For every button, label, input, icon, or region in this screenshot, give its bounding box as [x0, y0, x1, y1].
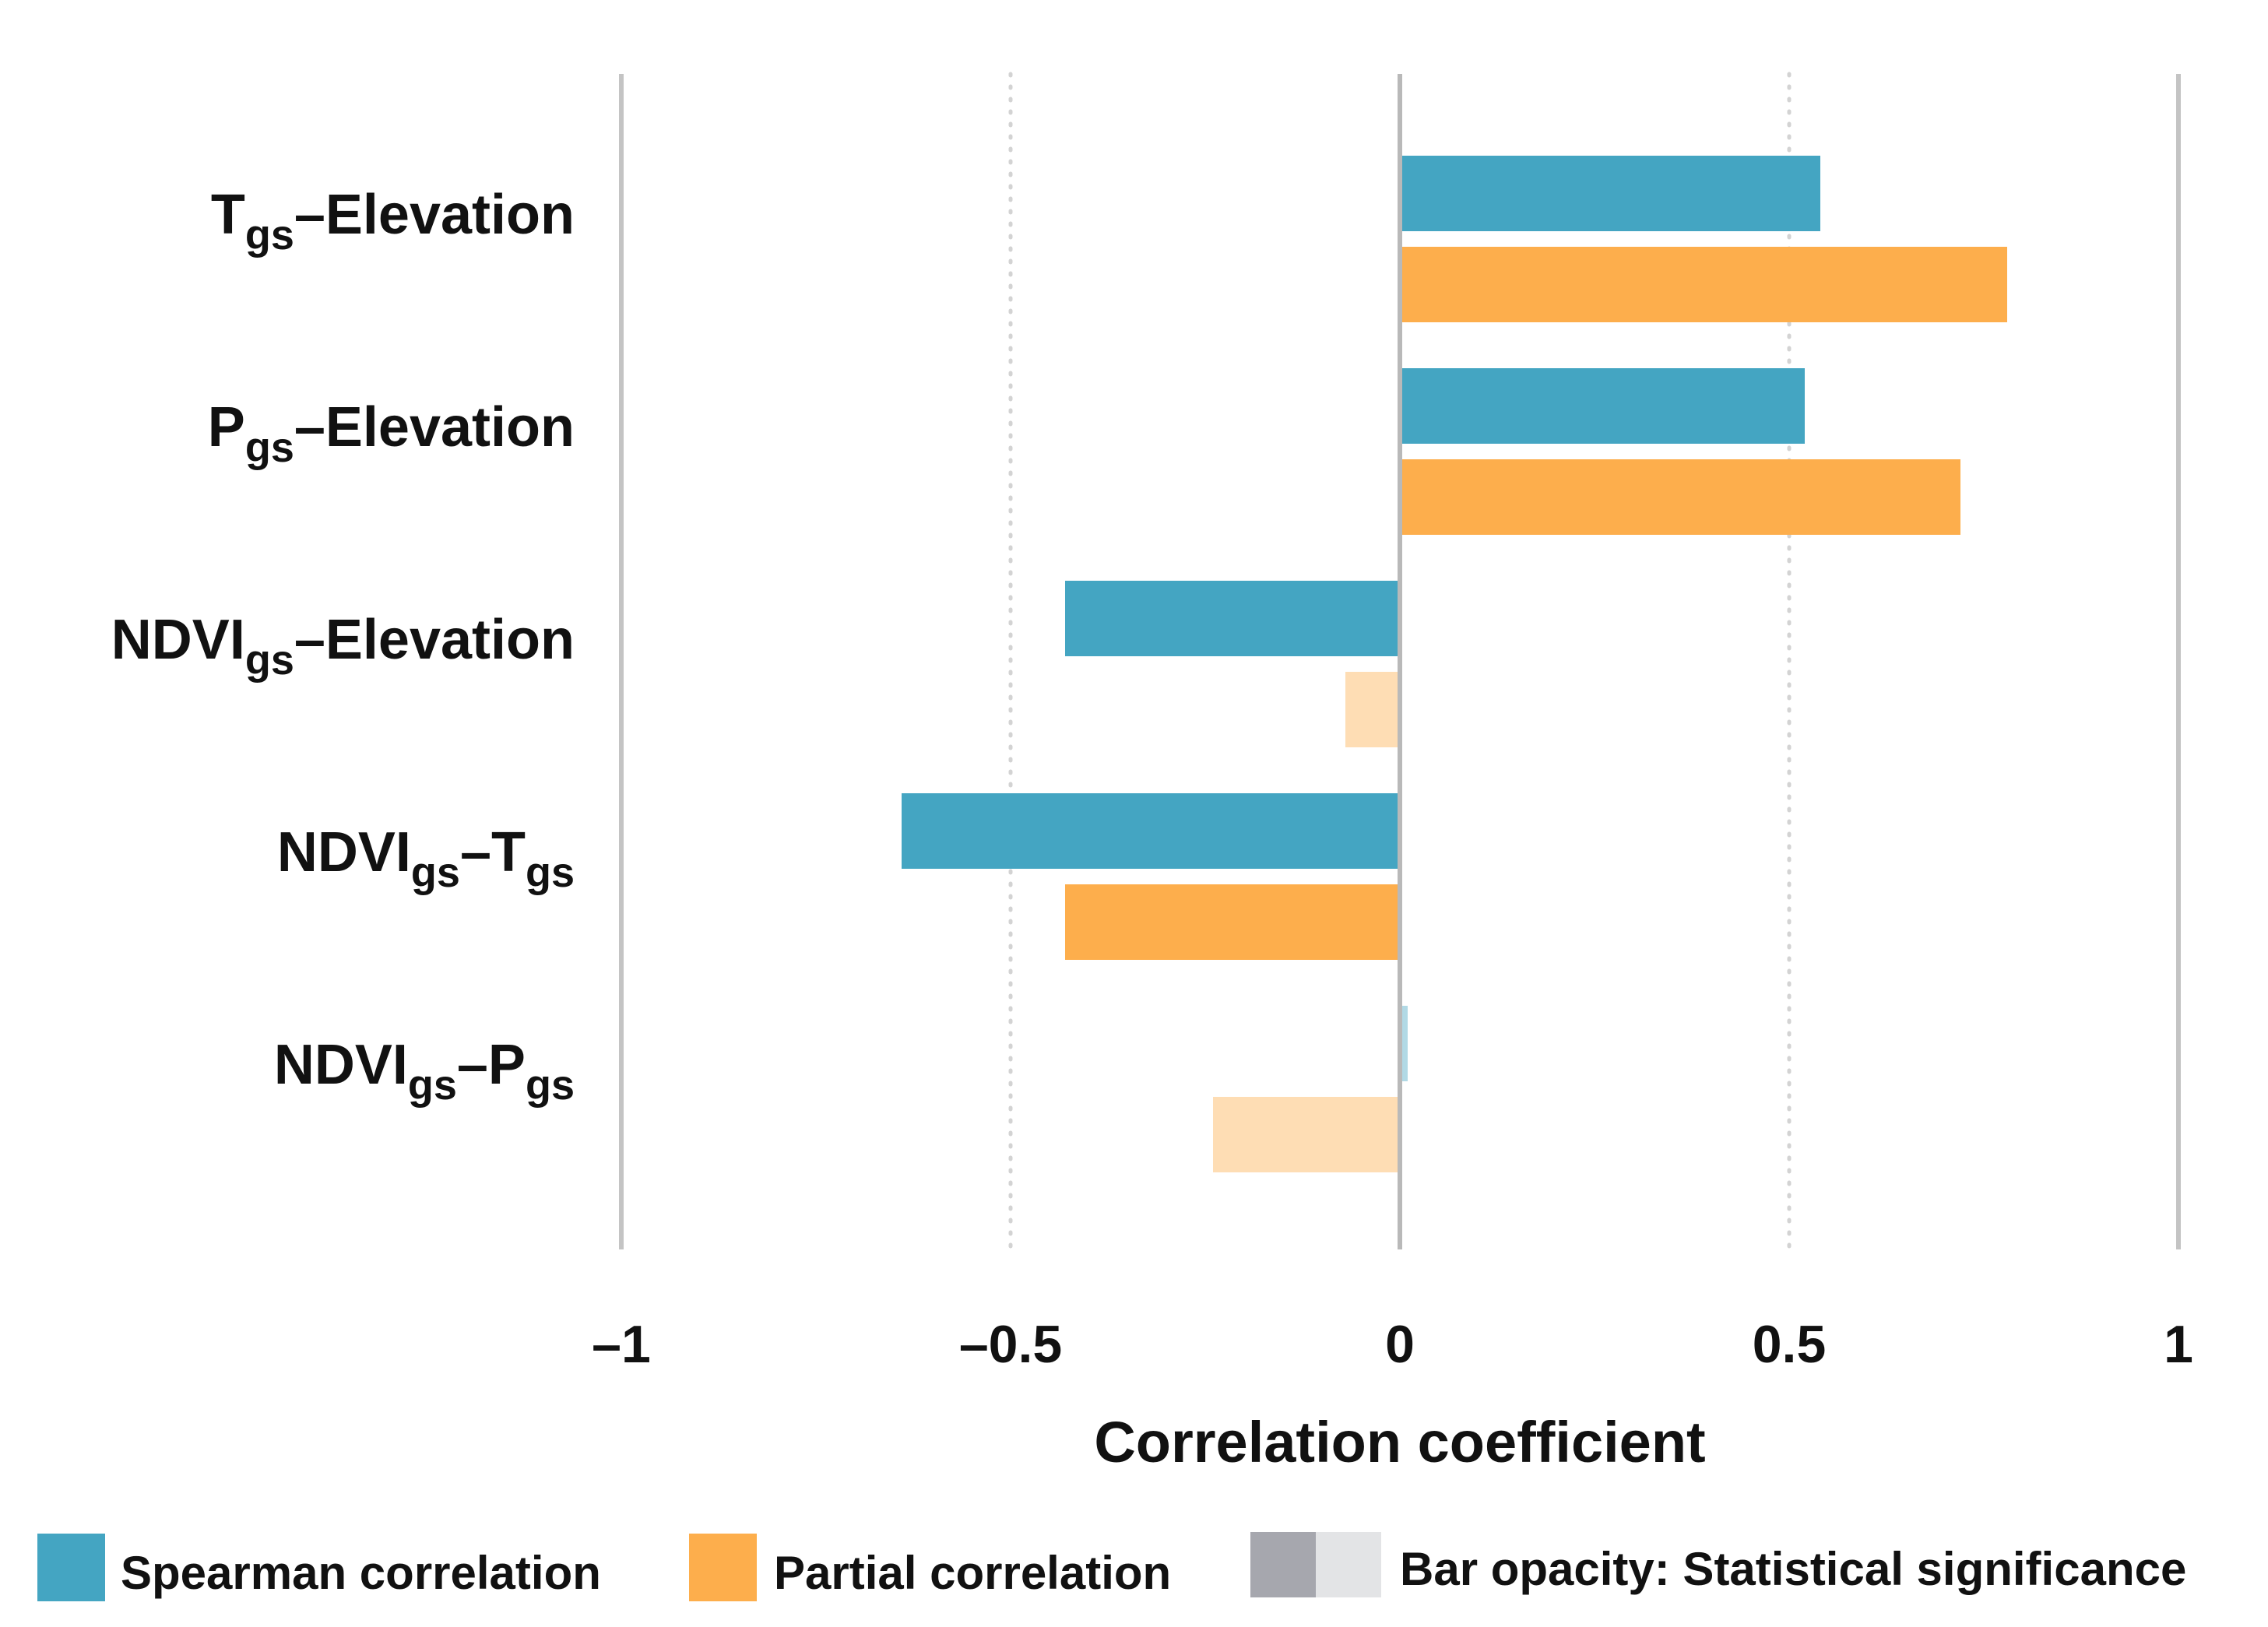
x-tick-label-1: –0.5 — [959, 1315, 1062, 1374]
x-tick-label-0: –1 — [592, 1315, 651, 1374]
category-label-part: –Elevation — [294, 609, 575, 671]
category-label-part: P — [208, 396, 245, 459]
legend-swatch-spearman — [37, 1534, 105, 1601]
x-tick-label-4: 1 — [2164, 1315, 2193, 1374]
bar-partial-2 — [1345, 672, 1400, 747]
category-label-part: –T — [460, 821, 526, 884]
legend-swatch-significant — [1250, 1532, 1316, 1597]
bar-spearman-1 — [1400, 368, 1805, 444]
category-label-part: –Elevation — [294, 396, 575, 459]
legend-swatch-not-significant — [1316, 1532, 1381, 1597]
category-labels: Tgs–ElevationPgs–ElevationNDVIgs–Elevati… — [111, 184, 575, 1109]
category-label-part: gs — [411, 849, 460, 896]
category-label-part: gs — [245, 424, 294, 471]
bar-group — [902, 156, 2007, 1172]
category-label-part: gs — [526, 1062, 575, 1109]
category-label-part: NDVI — [277, 821, 411, 884]
grid-lines — [619, 72, 2181, 1252]
bar-partial-0 — [1400, 247, 2007, 322]
bar-partial-3 — [1065, 884, 1400, 960]
legend-swatch-partial — [689, 1534, 757, 1601]
category-label-part: T — [211, 184, 245, 246]
x-tick-labels: –1 –0.5 0 0.5 1 — [592, 1315, 2193, 1374]
category-label-1: Pgs–Elevation — [208, 396, 575, 471]
category-label-3: NDVIgs–Tgs — [277, 821, 575, 896]
category-label-part: gs — [408, 1062, 457, 1109]
category-label-part: gs — [245, 637, 294, 683]
category-label-0: Tgs–Elevation — [211, 184, 575, 258]
bar-partial-4 — [1213, 1097, 1400, 1172]
bar-spearman-4 — [1400, 1006, 1408, 1081]
category-label-part: NDVI — [111, 609, 245, 671]
bar-partial-1 — [1400, 459, 1960, 535]
category-label-part: NDVI — [274, 1034, 408, 1096]
legend: Spearman correlation Partial correlation… — [37, 1532, 2186, 1601]
x-tick-label-2: 0 — [1385, 1315, 1415, 1374]
category-label-part: gs — [526, 849, 575, 896]
category-label-part: –P — [457, 1034, 526, 1096]
x-axis-title: Correlation coefficient — [1094, 1410, 1705, 1474]
legend-label-partial: Partial correlation — [774, 1547, 1171, 1599]
category-label-2: NDVIgs–Elevation — [111, 609, 575, 683]
category-label-4: NDVIgs–Pgs — [274, 1034, 575, 1109]
bar-spearman-0 — [1400, 156, 1820, 231]
x-tick-label-3: 0.5 — [1753, 1315, 1827, 1374]
legend-label-spearman: Spearman correlation — [121, 1547, 601, 1599]
category-label-part: gs — [245, 212, 294, 258]
bar-spearman-3 — [902, 793, 1400, 869]
bar-spearman-2 — [1065, 581, 1400, 656]
legend-label-significance: Bar opacity: Statistical significance — [1400, 1543, 2186, 1595]
category-label-part: –Elevation — [294, 184, 575, 246]
